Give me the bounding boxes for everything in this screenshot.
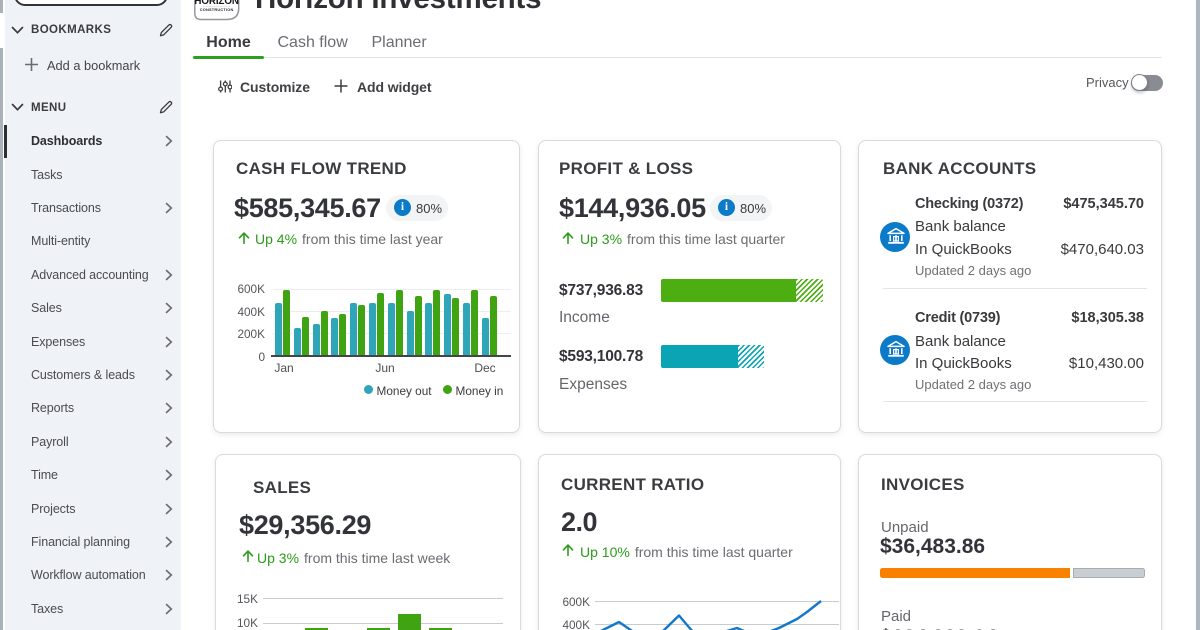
svg-text:CONSTRUCTION: CONSTRUCTION (200, 7, 234, 12)
svg-text:HORIZON: HORIZON (194, 0, 238, 7)
